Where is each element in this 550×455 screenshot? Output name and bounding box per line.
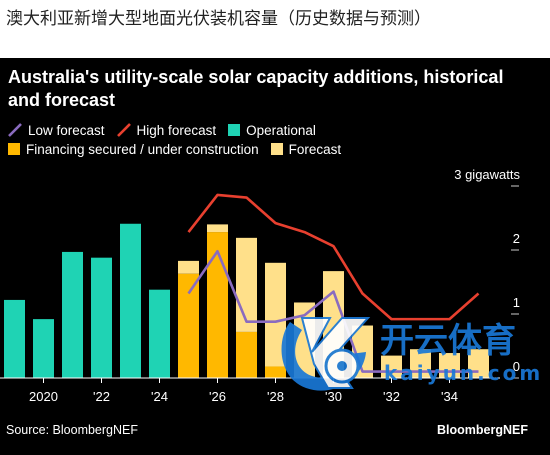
watermark-brand-cn: 开云体育: [380, 321, 516, 361]
y-tick-label-3: 3 gigawatts: [454, 167, 520, 182]
top-caption: 澳大利亚新增大型地面光伏装机容量（历史数据与预测）: [6, 9, 431, 29]
chart-panel: 3 gigawatts 2 1 0 2020 '22 '24 '26 '28 '30 '32 '34…: [0, 58, 550, 455]
chart-title: Australia's utility-scale solar capacity…: [8, 67, 504, 110]
line-high-forecast: [187, 193, 480, 321]
credit-logo-text: BloombergNEF: [437, 423, 528, 437]
x-tick-label-2024: '24: [151, 389, 168, 404]
x-tick-label-2032: '32: [383, 389, 400, 404]
legend-row-2: Financing secured / under construction Fo…: [8, 140, 341, 158]
line-low-forecast: [187, 249, 479, 373]
legend-item-low-forecast: Low forecast: [8, 123, 105, 138]
x-axis-group: 2020 '22 '24 '26 '28 '30 '32 '34: [0, 377, 500, 404]
bar-forecast-2026: [207, 224, 228, 233]
x-tick-label-2022: '22: [93, 389, 110, 404]
watermark-logo: 开云体育 kaiyun.com: [281, 317, 542, 391]
bar-operational-2024: [149, 289, 170, 378]
x-tick-label-2026: '26: [209, 389, 226, 404]
bar-financing-secured-under-construction-2027: [236, 331, 257, 378]
bar-operational-2020: [33, 319, 54, 378]
bar-operational-2019: [4, 299, 25, 378]
legend-label: High forecast: [136, 122, 217, 138]
x-tick-label-2028: '28: [267, 389, 284, 404]
chart-plot: 3 gigawatts 2 1 0 2020 '22 '24 '26 '28 '30 '32 '34: [0, 167, 520, 404]
legend-item-forecast: Forecast: [270, 141, 342, 157]
bar-operational-2022: [91, 257, 112, 378]
y-tick-label-0: 0: [513, 359, 520, 374]
bar-financing-secured-under-construction-2026: [207, 232, 228, 378]
bar-operational-2023: [120, 223, 141, 378]
legend-box-swatch: [8, 143, 20, 155]
x-tick-label-2034: '34: [441, 389, 458, 404]
legend-line-swatch: [8, 123, 22, 137]
legend-row-1: Low forecast High forecast Operational: [8, 121, 316, 139]
bar-forecast-2027: [236, 237, 257, 332]
legend-box-swatch: [270, 143, 283, 155]
watermark-brand-en: kaiyun.com: [384, 361, 542, 385]
x-tick-label-2030: '30: [325, 389, 342, 404]
bar-financing-secured-under-construction-2028: [265, 366, 286, 378]
legend-item-high-forecast: High forecast: [116, 122, 217, 138]
bar-financing-secured-under-construction-2025: [178, 273, 199, 378]
legend-item-financing-secured-under-construction: Financing secured / under construction: [8, 142, 259, 157]
legend-label: Forecast: [288, 141, 342, 157]
legend-item-operational: Operational: [228, 123, 316, 138]
x-tick-label-2020: 2020: [29, 389, 58, 404]
y-tick-label-2: 2: [513, 231, 520, 246]
legend-line-swatch: [116, 123, 131, 137]
bar-forecast-2028: [265, 262, 286, 367]
bar-forecast-2025: [178, 260, 199, 274]
legend-label: Financing secured / under construction: [26, 141, 259, 157]
legend-box-swatch: [228, 124, 241, 136]
legend-label: Low forecast: [28, 122, 105, 138]
source-note: Source: BloombergNEF: [6, 423, 139, 437]
y-axis-group: 3 gigawatts 2 1 0: [454, 167, 520, 379]
lines-group: [187, 193, 480, 373]
y-tick-label-1: 1: [513, 295, 520, 310]
bar-operational-2021: [62, 251, 83, 378]
legend-label: Operational: [246, 122, 316, 138]
